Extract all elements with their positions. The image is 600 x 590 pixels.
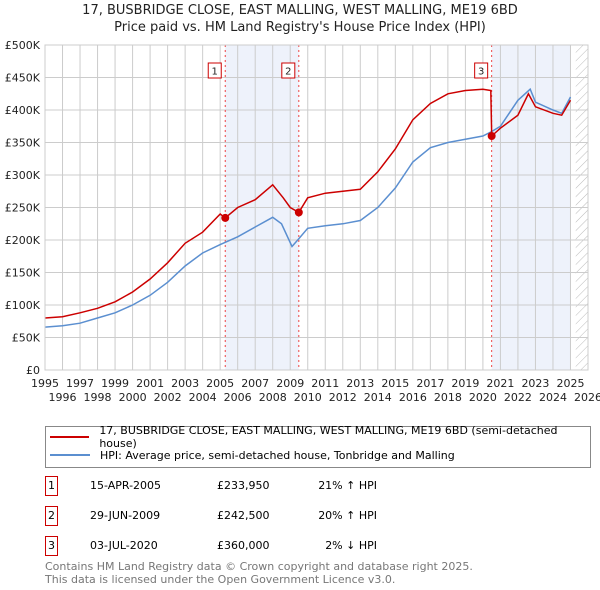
x-tick-label: 1998 (84, 391, 112, 404)
x-tick-label: 2002 (154, 391, 182, 404)
hpi-series-line (44, 87, 572, 328)
transaction-number: 3 (45, 536, 58, 556)
x-tick-label: 2025 (556, 377, 584, 390)
transaction-number: 2 (45, 506, 58, 526)
x-tick-label: 1996 (49, 391, 77, 404)
footer-licence: This data is licensed under the Open Gov… (45, 573, 396, 586)
legend-item-property: 17, BUSBRIDGE CLOSE, EAST MALLING, WEST … (50, 424, 590, 450)
footer: Contains HM Land Registry data © Crown c… (45, 560, 473, 586)
plot-frame (44, 44, 589, 371)
y-tick-label: £150K (5, 267, 41, 280)
x-tick-label: 2024 (539, 391, 567, 404)
x-tick-label: 2014 (364, 391, 392, 404)
transaction-hpi-diff: 2% ↓ HPI (325, 539, 377, 552)
sale-label-box (281, 62, 296, 79)
transaction-date: 29-JUN-2009 (90, 509, 161, 522)
transaction-row: 3 03-JUL-2020 £360,000 2% ↓ HPI (45, 536, 495, 558)
x-tick-label: 2026 (574, 391, 600, 404)
property-series-line (44, 88, 572, 319)
x-tick-label: 2007 (241, 377, 269, 390)
transaction-hpi-diff: 21% ↑ HPI (318, 479, 377, 492)
y-tick-label: £0 (26, 364, 40, 377)
y-tick-label: £450K (5, 72, 41, 85)
y-tick-label: £400K (5, 104, 41, 117)
chart-subtitle: Price paid vs. HM Land Registry's House … (114, 20, 486, 35)
footer-copyright: Contains HM Land Registry data © Crown c… (45, 560, 473, 573)
x-tick-label: 2015 (381, 377, 409, 390)
transaction-price: £360,000 (217, 539, 270, 552)
x-tick-label: 2001 (136, 377, 164, 390)
x-tick-label: 2003 (171, 377, 199, 390)
price-chart: 1995199619971998199920002001200220032004… (5, 39, 600, 404)
sale-label: 1 (212, 67, 218, 78)
x-tick-label: 2006 (224, 391, 252, 404)
x-tick-label: 2013 (346, 377, 374, 390)
legend-label: 17, BUSBRIDGE CLOSE, EAST MALLING, WEST … (99, 424, 558, 450)
chart-title: 17, BUSBRIDGE CLOSE, EAST MALLING, WEST … (82, 3, 518, 18)
x-tick-label: 2009 (276, 377, 304, 390)
x-tick-label: 2023 (521, 377, 549, 390)
sale-label: 3 (478, 67, 484, 78)
sale-label-box (474, 62, 489, 79)
transaction-hpi-diff: 20% ↑ HPI (318, 509, 377, 522)
x-tick-label: 2016 (399, 391, 427, 404)
legend-item-hpi: HPI: Average price, semi-detached house,… (50, 447, 455, 463)
legend-label: HPI: Average price, semi-detached house,… (100, 448, 455, 462)
sale-label-box (207, 62, 222, 79)
sale-point (221, 213, 230, 222)
y-tick-label: £350K (5, 137, 41, 150)
sale-point (294, 208, 303, 217)
transaction-date: 03-JUL-2020 (90, 539, 158, 552)
sale-point (487, 132, 496, 140)
x-tick-label: 2008 (259, 391, 287, 404)
x-tick-label: 1995 (31, 377, 59, 390)
x-tick-label: 2000 (119, 391, 147, 404)
y-tick-label: £300K (5, 169, 41, 182)
property-line-swatch (50, 436, 90, 438)
transaction-number: 1 (45, 476, 58, 496)
x-tick-label: 1997 (66, 377, 94, 390)
transaction-row: 1 15-APR-2005 £233,950 21% ↑ HPI (45, 476, 495, 498)
transaction-price: £242,500 (217, 509, 270, 522)
x-tick-label: 2018 (434, 391, 462, 404)
transaction-row: 2 29-JUN-2009 £242,500 20% ↑ HPI (45, 506, 495, 528)
sale-label: 2 (285, 67, 291, 78)
y-tick-label: £500K (5, 39, 41, 52)
x-tick-label: 2021 (486, 377, 514, 390)
x-tick-label: 1999 (101, 377, 129, 390)
x-tick-label: 2020 (469, 391, 497, 404)
x-tick-label: 2004 (189, 391, 217, 404)
legend: 17, BUSBRIDGE CLOSE, EAST MALLING, WEST … (45, 424, 591, 468)
y-tick-label: £200K (5, 234, 41, 247)
transaction-date: 15-APR-2005 (90, 479, 162, 492)
x-tick-label: 2005 (206, 377, 234, 390)
hpi-line-swatch (50, 454, 90, 456)
x-tick-label: 2010 (294, 391, 322, 404)
x-tick-label: 2011 (311, 377, 339, 390)
y-tick-label: £250K (5, 202, 41, 215)
x-tick-label: 2017 (416, 377, 444, 390)
x-tick-label: 2022 (504, 391, 532, 404)
y-tick-label: £50K (12, 332, 41, 345)
x-tick-label: 2019 (451, 377, 479, 390)
y-tick-label: £100K (5, 299, 41, 312)
x-tick-label: 2012 (329, 391, 357, 404)
transaction-price: £233,950 (217, 479, 270, 492)
